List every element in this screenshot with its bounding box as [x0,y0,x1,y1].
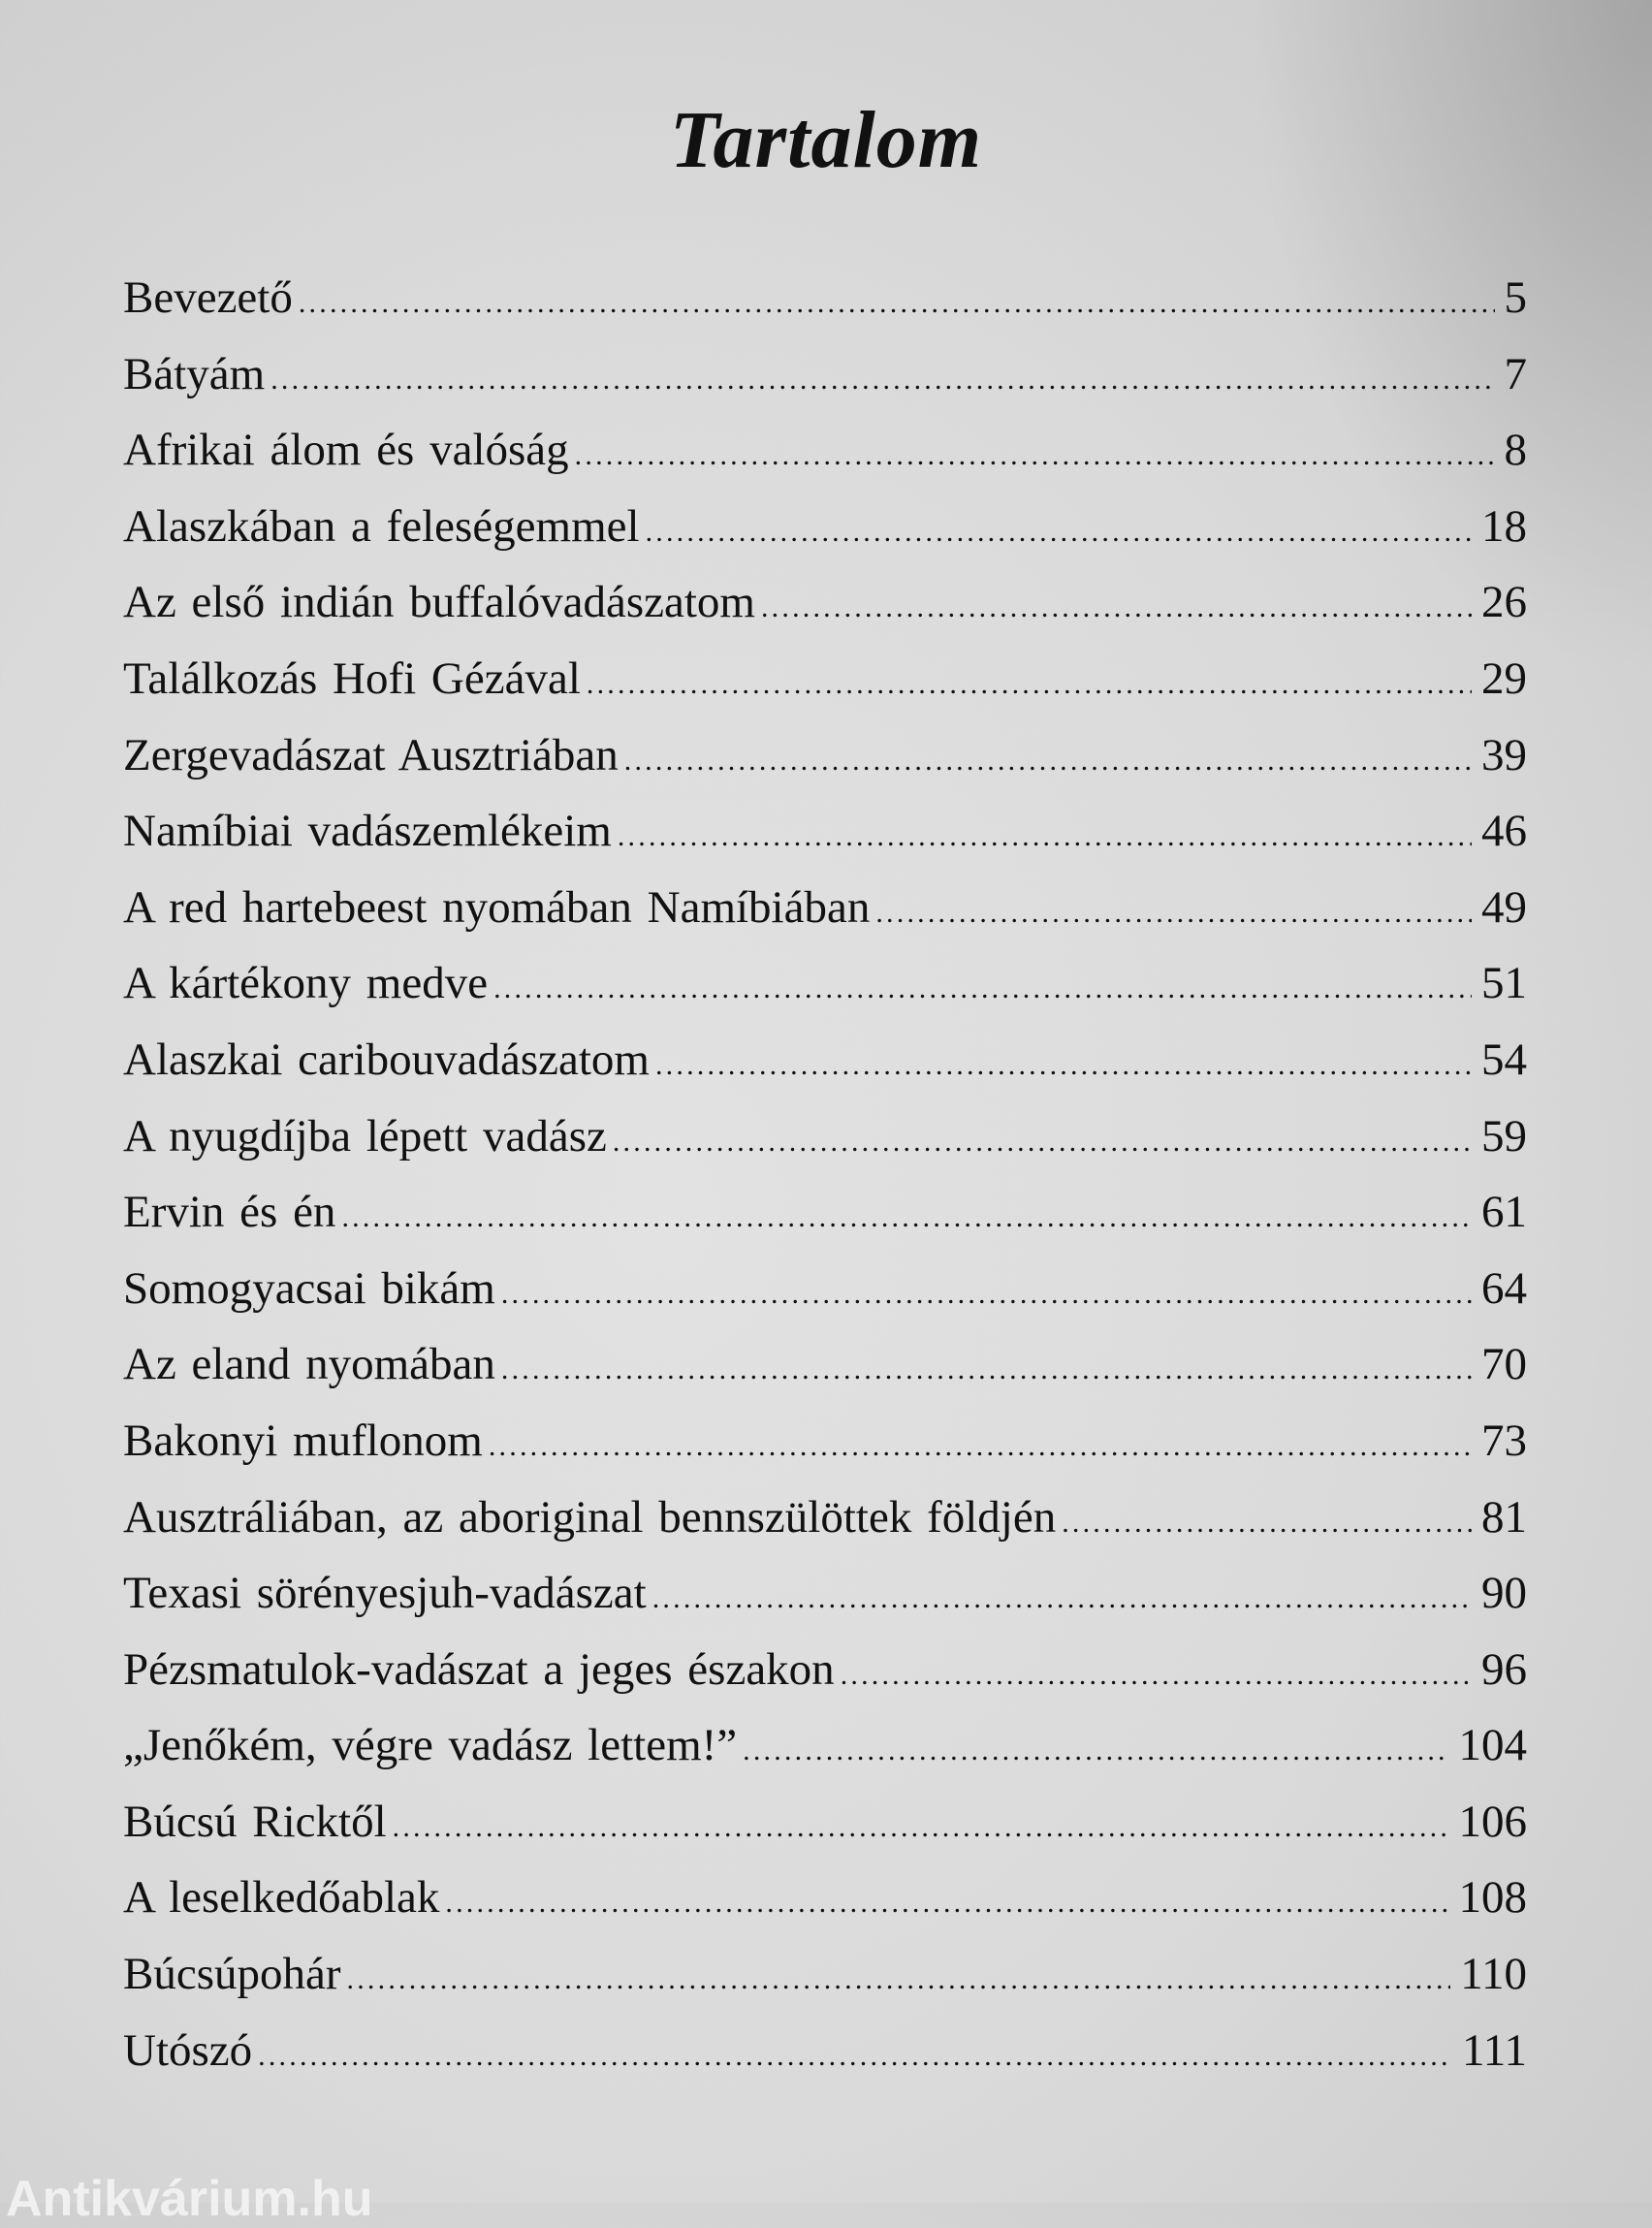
toc-entry-page: 70 [1481,1339,1527,1390]
toc-entry: Búcsú Ricktől 106 [123,1784,1527,1861]
dot-leader [624,723,1472,800]
dot-leader [587,647,1472,723]
toc-entry: Búcsúpohár 110 [123,1936,1527,2013]
dot-leader [613,1104,1472,1181]
toc-entry: Találkozás Hofi Gézával 29 [123,641,1527,717]
dot-leader [493,951,1472,1028]
toc-entry-page: 59 [1481,1110,1527,1162]
toc-entry: Alaszkai caribouvadászatom 54 [123,1022,1527,1098]
dot-leader [393,1790,1449,1866]
toc-entry-page: 54 [1481,1034,1527,1085]
toc-entry-page: 90 [1481,1568,1527,1619]
toc-entry: A kártékony medve 51 [123,945,1527,1022]
toc-entry-page: 5 [1504,272,1528,323]
toc-entry-title: Búcsú Ricktől [123,1796,387,1847]
dot-leader [270,342,1494,419]
toc-entry-title: „Jenőkém, végre vadász lettem!” [123,1720,738,1771]
toc-entry-title: Az eland nyomában [123,1339,495,1390]
dot-leader [841,1638,1472,1714]
toc-entry-title: Namíbiai vadászemlékeim [123,806,612,857]
dot-leader [445,1865,1448,1942]
dot-leader [501,1332,1472,1409]
toc-entry-page: 39 [1481,729,1527,780]
toc-entry-title: Bakonyi muflonom [123,1415,483,1466]
toc-entry-title: A red hartebeest nyomában Namíbiában [123,881,871,933]
toc-entry-title: Ausztráliában, az aboriginal bennszülött… [123,1491,1057,1543]
toc-entry-page: 73 [1481,1415,1527,1466]
toc-entry-page: 49 [1481,881,1527,933]
toc-entry-page: 111 [1461,2024,1527,2076]
dot-leader [652,1561,1472,1638]
toc-entry: Ausztráliában, az aboriginal bennszülött… [123,1480,1527,1556]
toc-entry: Bátyám 7 [123,336,1527,413]
toc-entry-page: 81 [1481,1491,1527,1543]
toc-entry-title: Utószó [123,2024,253,2076]
toc-entry-page: 8 [1504,425,1528,476]
toc-entry: A leselkedőablak 108 [123,1860,1527,1936]
toc-entry-title: Az első indián buffalóvadászatom [123,577,755,628]
toc-entry-title: Bevezető [123,272,293,323]
dot-leader [341,1180,1472,1257]
dot-leader [489,1409,1472,1485]
toc-entry-title: Alaszkában a feleségemmel [123,500,640,552]
toc-entry-page: 104 [1458,1720,1528,1771]
dot-leader [1062,1485,1472,1562]
toc-entry: Namíbiai vadászemlékeim 46 [123,793,1527,870]
toc-entry: Ervin és én 61 [123,1174,1527,1251]
toc-entry-title: Ervin és én [123,1187,336,1238]
toc-entry: Bevezető 5 [123,260,1527,336]
toc-entry: Somogyacsai bikám 64 [123,1251,1527,1327]
dot-leader [575,418,1495,494]
toc-entry-page: 46 [1481,806,1527,857]
toc-entry: Bakonyi muflonom 73 [123,1403,1527,1480]
toc-entry-page: 26 [1481,577,1527,628]
toc-entry-title: Texasi sörényesjuh-vadászat [123,1568,647,1619]
toc-entry-page: 96 [1481,1643,1527,1695]
toc-entry: A nyugdíjba lépett vadász 59 [123,1098,1527,1175]
dot-leader [761,570,1472,647]
toc-entry-title: Somogyacsai bikám [123,1262,495,1314]
toc-entry-title: Alaszkai caribouvadászatom [123,1034,650,1085]
toc-entry-page: 106 [1458,1796,1528,1847]
toc-entry: Zergevadászat Ausztriában 39 [123,717,1527,794]
toc-entry-page: 110 [1460,1949,1527,2000]
toc-entry-page: 18 [1481,500,1527,552]
table-of-contents: Bevezető 5 Bátyám 7 Afrikai álom és valóság 8… [123,260,1527,2088]
toc-entry-title: Bátyám [123,348,266,399]
toc-entry-title: A nyugdíjba lépett vadász [123,1110,607,1162]
toc-entry-page: 51 [1481,958,1527,1009]
toc-entry-page: 64 [1481,1262,1527,1314]
toc-entry-page: 7 [1504,348,1528,399]
dot-leader [347,1942,1451,2019]
dot-leader [655,1028,1472,1104]
toc-entry: A red hartebeest nyomában Namíbiában 49 [123,870,1527,946]
dot-leader [646,494,1472,571]
watermark: Antikvárium.hu [6,2171,373,2227]
dot-leader [299,266,1495,342]
toc-entry: Az első indián buffalóvadászatom 26 [123,564,1527,641]
toc-entry-page: 61 [1481,1187,1527,1238]
toc-entry: Pézsmatulok-vadászat a jeges északon 96 [123,1632,1527,1708]
toc-entry: Alaszkában a feleségemmel 18 [123,489,1527,565]
toc-entry-title: Zergevadászat Ausztriában [123,729,619,780]
toc-entry-title: Találkozás Hofi Gézával [123,652,581,704]
dot-leader [743,1713,1448,1790]
toc-entry-title: Búcsúpohár [123,1949,341,2000]
dot-leader [875,875,1472,952]
toc-entry: Utószó 111 [123,2013,1527,2089]
dot-leader [618,799,1472,875]
toc-entry-page: 108 [1458,1872,1528,1924]
toc-entry: Afrikai álom és valóság 8 [123,412,1527,489]
toc-entry-title: A leselkedőablak [123,1872,440,1924]
dot-leader [501,1257,1472,1333]
toc-entry-title: A kártékony medve [123,958,489,1009]
toc-entry-title: Afrikai álom és valóság [123,425,569,476]
toc-entry-title: Pézsmatulok-vadászat a jeges északon [123,1643,835,1695]
page-title: Tartalom [669,95,983,185]
toc-entry: Az eland nyomában 70 [123,1326,1527,1403]
toc-entry: „Jenőkém, végre vadász lettem!” 104 [123,1707,1527,1784]
toc-entry: Texasi sörényesjuh-vadászat 90 [123,1555,1527,1632]
toc-entry-page: 29 [1481,652,1527,704]
dot-leader [258,2019,1452,2095]
